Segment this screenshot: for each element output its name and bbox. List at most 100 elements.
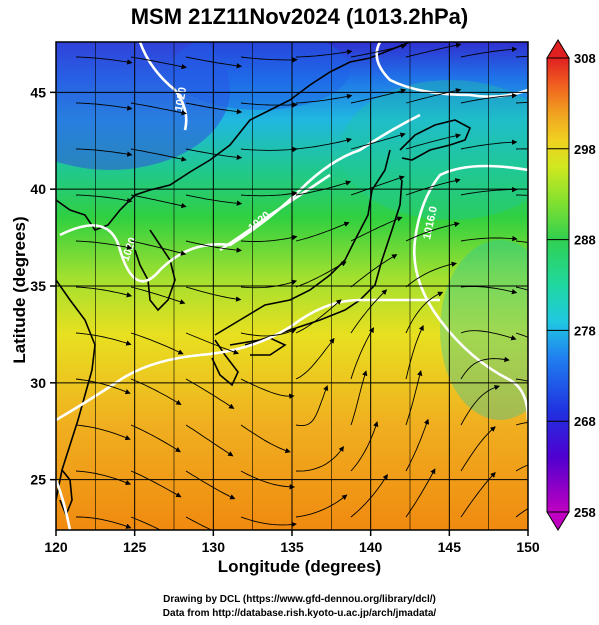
streamline — [295, 445, 344, 472]
wind-streamlines — [75, 42, 528, 530]
streamline — [515, 55, 528, 58]
x-tick-label: 145 — [438, 539, 462, 555]
streamline — [130, 194, 187, 209]
x-tick-label: 120 — [44, 539, 68, 555]
y-tick-label: 45 — [30, 84, 46, 100]
streamline — [130, 470, 182, 498]
streamline — [515, 240, 528, 243]
streamline — [515, 332, 528, 338]
streamline — [460, 426, 496, 472]
streamline — [240, 470, 295, 490]
streamline — [75, 194, 133, 204]
streamline — [295, 494, 348, 518]
streamline — [130, 516, 162, 530]
streamline — [515, 102, 528, 104]
isobars — [56, 42, 528, 530]
streamline — [350, 327, 374, 380]
y-tick-label: 35 — [30, 278, 46, 294]
colorbar-top-arrow — [546, 39, 570, 59]
streamline — [185, 470, 236, 500]
isobar-1020-center — [219, 173, 331, 252]
coastline-korea — [134, 229, 176, 312]
streamline — [295, 385, 329, 427]
streamline — [405, 88, 462, 104]
streamline — [460, 384, 500, 426]
streamline — [240, 424, 291, 454]
colorbar-body — [546, 57, 570, 513]
y-tick-label: 30 — [30, 375, 46, 391]
streamline — [75, 286, 133, 298]
streamline — [515, 194, 528, 196]
y-axis-ticks: 25 30 35 40 45 — [30, 84, 56, 488]
streamline — [350, 216, 403, 242]
streamline — [350, 370, 368, 426]
isobar-south — [56, 298, 440, 422]
x-axis-ticks: 120 125 130 135 140 145 150 — [44, 530, 540, 555]
streamline — [185, 378, 235, 409]
cool-region-southeast — [440, 240, 528, 420]
streamline — [515, 286, 528, 291]
y-tick-label: 25 — [30, 472, 46, 488]
colorbar-tick-label: 308 — [574, 51, 596, 66]
streamline — [350, 175, 405, 196]
streamline — [515, 508, 528, 518]
streamline — [75, 424, 131, 441]
isobar-1020-north — [138, 42, 188, 131]
streamline — [185, 332, 240, 355]
cold-region-northwest — [56, 42, 230, 170]
streamline — [515, 148, 528, 150]
coastlines — [56, 42, 472, 518]
isobar-label: 1020 — [173, 86, 189, 112]
streamline — [405, 370, 423, 426]
colorbar: 308 298 288 278 268 258 — [546, 39, 596, 531]
streamline — [350, 289, 388, 334]
streamline — [295, 49, 353, 58]
credit-data: Data from http://database.rish.kyoto-u.a… — [162, 608, 437, 619]
streamline — [350, 43, 407, 58]
lat-lon-grid — [56, 42, 528, 530]
streamline — [350, 421, 379, 472]
streamline — [405, 221, 460, 242]
isobar-northeast — [375, 42, 528, 98]
streamline — [75, 148, 133, 157]
streamline — [130, 240, 187, 256]
colorbar-tick-label: 258 — [574, 505, 596, 520]
chart-title: MSM 21Z11Nov2024 (1013.2hPa) — [130, 4, 469, 29]
streamline — [240, 279, 298, 289]
isobar-1020-west — [59, 113, 421, 283]
streamline — [405, 261, 457, 288]
streamline — [405, 468, 436, 518]
streamline — [295, 337, 335, 380]
streamline — [130, 148, 187, 162]
streamline — [130, 332, 184, 355]
streamline — [240, 102, 298, 108]
streamline — [240, 146, 298, 153]
streamline — [405, 42, 462, 58]
cold-region-north — [170, 42, 350, 110]
streamline — [240, 56, 298, 63]
streamline — [75, 332, 132, 346]
x-tick-label: 125 — [123, 539, 147, 555]
x-axis-label: Longitude (degrees) — [217, 557, 382, 576]
streamline — [295, 261, 347, 288]
streamline — [75, 102, 133, 111]
streamline — [295, 137, 352, 150]
streamline — [75, 240, 133, 250]
streamline — [240, 234, 298, 242]
x-tick-label: 130 — [202, 539, 226, 555]
streamline — [405, 178, 461, 196]
streamline — [460, 356, 510, 380]
y-tick-label: 40 — [30, 181, 46, 197]
colorbar-bottom-arrow — [546, 511, 570, 531]
streamline — [76, 516, 132, 529]
streamline — [130, 286, 186, 305]
streamline — [75, 378, 131, 395]
colorbar-ticks: 308 298 288 278 268 258 — [547, 51, 596, 520]
streamline — [295, 221, 350, 242]
isobar-sw-corner — [56, 479, 72, 530]
streamline — [405, 324, 424, 380]
coastline-hokkaido — [399, 119, 472, 161]
streamline — [515, 464, 528, 472]
streamline — [130, 424, 181, 453]
streamline — [75, 470, 132, 486]
